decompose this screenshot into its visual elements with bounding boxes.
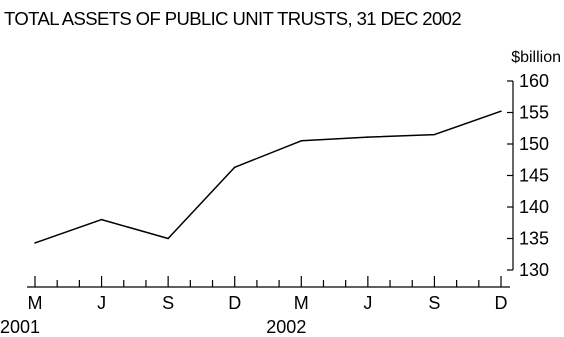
data-point [167,237,169,240]
series-layer [34,110,502,244]
data-point [233,166,236,169]
data-point [500,110,502,113]
x-tick-label: S [162,293,174,313]
x-tick-label: M [294,293,309,313]
x-tick-label: M [28,293,43,313]
y-tick-label: 140 [519,197,549,217]
x-tick-label: D [495,293,508,313]
y-tick-label: 135 [519,229,549,249]
y-tick-label: 145 [519,166,549,186]
data-point [433,133,436,136]
series-line [34,110,502,244]
chart-axes [27,81,514,288]
y-tick-label: 130 [519,260,549,280]
y-tick-label: 160 [519,71,549,91]
data-point [100,218,103,221]
x-tick-label: D [228,293,241,313]
data-point [34,242,36,244]
x-tick-label: J [363,293,372,313]
x-year-label: 2001 [0,317,40,337]
y-axis-unit-label: $billion [511,49,561,66]
y-tick-label: 150 [519,134,549,154]
axis-ticks: 130 135 140 145 150 155 160 M J S D M J S D 2001 2002 [0,71,549,337]
y-tick-label: 155 [519,103,549,123]
x-year-label: 2002 [266,317,306,337]
chart-title: TOTAL ASSETS OF PUBLIC UNIT TRUSTS, 31 D… [4,8,462,29]
x-tick-label: J [97,293,106,313]
data-point [367,136,369,138]
x-tick-label: S [428,293,440,313]
data-point [300,140,303,142]
